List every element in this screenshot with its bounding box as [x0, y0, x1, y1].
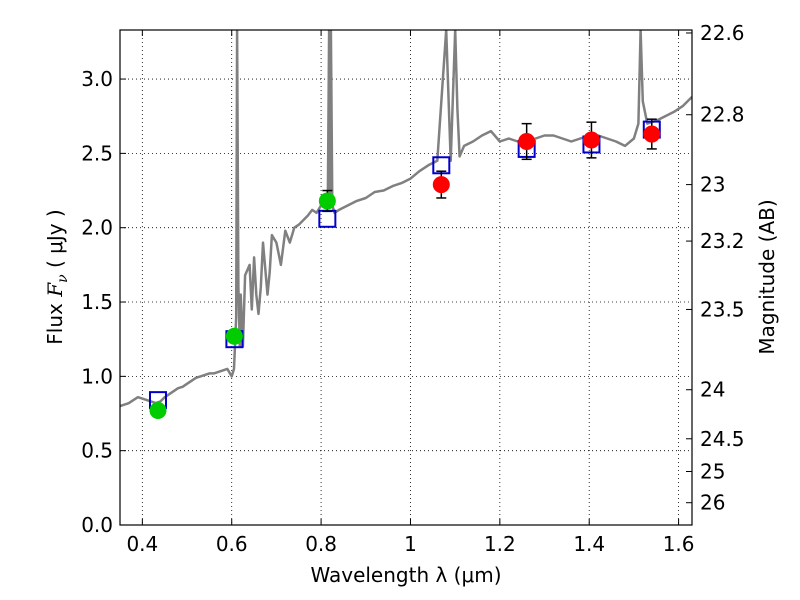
- y-tick-label: 0.5: [81, 439, 113, 463]
- x-tick-label: 0.4: [126, 532, 158, 556]
- x-tick-label: 1.2: [484, 532, 516, 556]
- right-tick-label: 24: [700, 378, 725, 402]
- observed-nir-point: [518, 132, 536, 150]
- observed-nir-point: [432, 176, 450, 194]
- observed-optical-point: [318, 192, 336, 210]
- right-tick-label: 23: [700, 173, 725, 197]
- y-axis-title-left: Flux Fν ( μJy ): [43, 209, 71, 344]
- y-tick-label: 1.0: [81, 364, 113, 388]
- plot-area: [120, 30, 692, 420]
- right-tick-label: 22.6: [700, 21, 745, 45]
- x-axis-title: Wavelength λ (μm): [310, 563, 501, 587]
- y-tick-label: 0.0: [81, 513, 113, 537]
- axis-ticks: 0.4 0.6 0.8 1 1.2 1.4 1.6 0.0 0.5 1.0 1.5 2.0 2.5 3.0…: [81, 21, 744, 556]
- right-tick-label: 22.8: [700, 103, 745, 127]
- right-tick-label: 23.2: [700, 229, 745, 253]
- y-axis-title-symbol: F: [43, 282, 67, 298]
- plot-frame: [119, 29, 693, 526]
- x-tick-label: 1: [404, 532, 417, 556]
- observed-optical-point: [225, 327, 243, 345]
- observed-nir-point: [582, 131, 600, 149]
- right-tick-label: 26: [700, 491, 725, 515]
- x-tick-label: 1.6: [663, 532, 695, 556]
- y-tick-label: 1.5: [81, 290, 113, 314]
- observed-optical-point: [149, 402, 167, 420]
- y-axis-title-suffix: ( μJy ): [43, 209, 67, 274]
- y-axis-title-right: Magnitude (AB): [755, 199, 779, 354]
- model-spectrum-line: [120, 30, 692, 408]
- x-tick-label: 0.6: [216, 532, 248, 556]
- y-axis-title-prefix: Flux: [43, 297, 67, 345]
- y-tick-label: 2.0: [81, 216, 113, 240]
- y-tick-label: 2.5: [81, 141, 113, 165]
- right-tick-label: 23.5: [700, 297, 745, 321]
- right-tick-label: 25: [700, 459, 725, 483]
- y-tick-label: 3.0: [81, 67, 113, 91]
- x-tick-label: 1.4: [573, 532, 605, 556]
- right-tick-label: 24.5: [700, 427, 745, 451]
- x-tick-label: 0.8: [305, 532, 337, 556]
- y-axis-title-subscript: ν: [55, 274, 71, 283]
- observed-nir-point: [643, 125, 661, 143]
